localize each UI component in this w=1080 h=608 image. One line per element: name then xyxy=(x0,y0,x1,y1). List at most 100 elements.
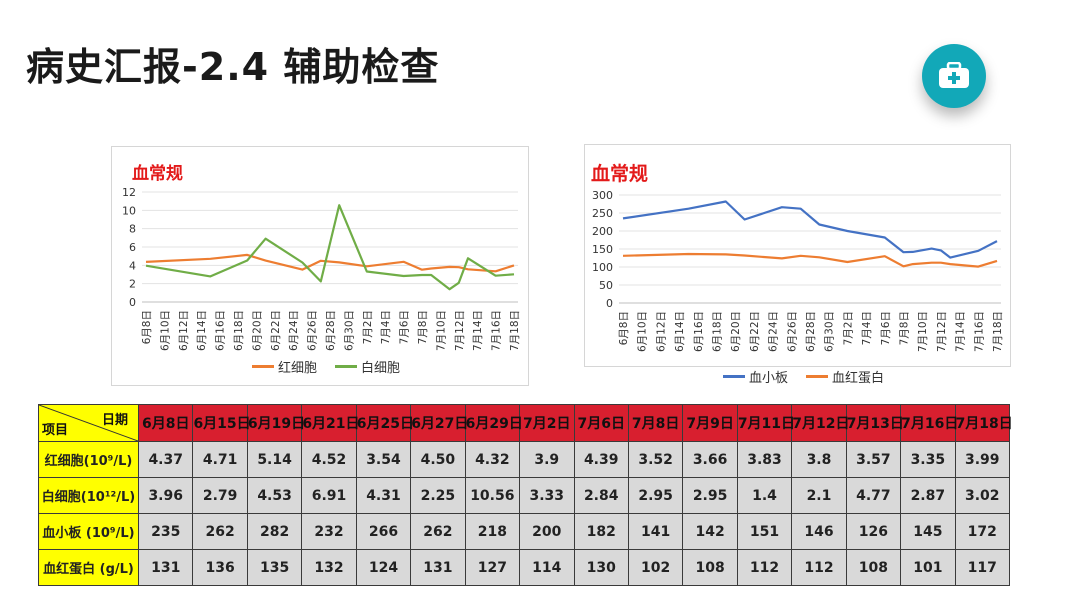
legend-label: 血红蛋白 xyxy=(832,371,885,386)
table-header-date: 6月29日 xyxy=(464,404,523,442)
x-tick-label: 6月16日 xyxy=(693,311,705,352)
x-tick-label: 7月10日 xyxy=(435,310,447,351)
x-tick-label: 7月8日 xyxy=(417,310,429,344)
corner-item-label: 项目 xyxy=(42,423,69,438)
x-tick-label: 7月16日 xyxy=(973,311,985,352)
lab-results-table: 日期 项目 6月8日 6月15日 6月19日 6月21日 6月25日 6月27日 6月29日… xyxy=(38,404,1013,586)
table-header-date: 7月16日 xyxy=(900,404,958,442)
table-cell: 127 xyxy=(464,549,521,586)
table-header-date: 7月11日 xyxy=(736,404,795,442)
table-cell: 4.39 xyxy=(573,441,629,478)
legend-item: 血小板 xyxy=(723,367,788,386)
x-tick-label: 6月12日 xyxy=(655,311,667,352)
table-cell: 172 xyxy=(954,513,1011,550)
table-header-date: 7月12日 xyxy=(791,404,849,442)
x-tick-label: 6月10日 xyxy=(637,311,649,352)
x-tick-label: 6月14日 xyxy=(196,310,208,351)
y-tick-label: 300 xyxy=(592,189,613,202)
table-cell: 235 xyxy=(137,513,194,550)
medical-kit-icon xyxy=(939,62,969,88)
table-cell: 282 xyxy=(246,513,303,550)
table-cell: 136 xyxy=(192,549,248,586)
table-cell: 151 xyxy=(736,513,793,550)
y-tick-label: 200 xyxy=(592,225,613,238)
table-cell: 3.83 xyxy=(736,441,793,478)
legend-item: 红细胞 xyxy=(252,357,317,376)
table-row: 血红蛋白 (g/L) 131 136 135 132 124 131 127 114 130 102… xyxy=(38,549,1011,586)
table-cell: 141 xyxy=(627,513,684,550)
table-cell: 4.32 xyxy=(464,441,521,478)
y-tick-label: 4 xyxy=(129,259,136,272)
table-cell: 108 xyxy=(845,549,902,586)
table-corner-cell: 日期 项目 xyxy=(38,404,139,442)
y-tick-label: 8 xyxy=(129,223,136,236)
table-cell: 112 xyxy=(736,549,793,586)
x-tick-label: 6月24日 xyxy=(768,311,780,352)
x-tick-label: 7月14日 xyxy=(955,311,967,352)
x-tick-label: 6月18日 xyxy=(712,311,724,352)
table-cell: 6.91 xyxy=(301,477,357,514)
table-cell: 4.71 xyxy=(192,441,248,478)
table-header-date: 7月6日 xyxy=(573,404,629,442)
table-cell: 146 xyxy=(791,513,847,550)
x-tick-label: 7月10日 xyxy=(917,311,929,352)
table-header-date: 6月15日 xyxy=(192,404,251,442)
x-tick-label: 7月4日 xyxy=(861,311,873,345)
table-cell: 114 xyxy=(519,549,575,586)
x-tick-label: 7月2日 xyxy=(362,310,374,344)
table-cell: 131 xyxy=(410,549,466,586)
table-row-label: 血小板 (10⁹/L) xyxy=(38,513,139,550)
table-cell: 2.1 xyxy=(791,477,847,514)
x-tick-label: 7月8日 xyxy=(899,311,911,345)
chart-title: 血常规 xyxy=(591,163,649,185)
table-cell: 4.77 xyxy=(845,477,902,514)
x-tick-label: 7月16日 xyxy=(491,310,503,351)
table-cell: 145 xyxy=(900,513,956,550)
table-cell: 3.8 xyxy=(791,441,847,478)
table-cell: 262 xyxy=(192,513,248,550)
table-row-label: 白细胞(10¹²/L) xyxy=(38,477,139,514)
y-tick-label: 6 xyxy=(129,241,136,254)
legend-label: 白细胞 xyxy=(361,361,401,376)
table-cell: 2.25 xyxy=(410,477,466,514)
x-tick-label: 6月24日 xyxy=(288,310,300,351)
y-tick-label: 10 xyxy=(122,204,136,217)
table-cell: 135 xyxy=(246,549,303,586)
table-cell: 124 xyxy=(355,549,412,586)
x-tick-label: 6月26日 xyxy=(307,310,319,351)
table-cell: 2.87 xyxy=(900,477,956,514)
table-cell: 3.66 xyxy=(682,441,738,478)
table-header-date: 6月27日 xyxy=(410,404,468,442)
table-cell: 101 xyxy=(900,549,956,586)
x-tick-label: 6月12日 xyxy=(178,310,190,351)
table-cell: 10.56 xyxy=(464,477,521,514)
table-cell: 266 xyxy=(355,513,412,550)
x-tick-label: 6月14日 xyxy=(674,311,686,352)
chart-plot: 0 50 100 150 200 250 300 6月8日 6月10日 6月12日 6月14日 6月1… xyxy=(592,189,1004,352)
legend-item: 白细胞 xyxy=(335,357,400,376)
table-cell: 112 xyxy=(791,549,847,586)
x-tick-label: 7月2日 xyxy=(842,311,854,345)
y-tick-label: 100 xyxy=(592,261,613,274)
x-tick-label: 6月10日 xyxy=(159,310,171,351)
legend-swatch xyxy=(252,365,274,368)
x-tick-label: 6月30日 xyxy=(343,310,355,351)
table-header-date: 7月9日 xyxy=(682,404,738,442)
table-cell: 3.99 xyxy=(954,441,1011,478)
table-cell: 2.84 xyxy=(573,477,629,514)
medical-kit-button[interactable] xyxy=(922,44,986,108)
table-header-date: 6月21日 xyxy=(301,404,360,442)
table-cell: 3.9 xyxy=(519,441,575,478)
table-cell: 126 xyxy=(845,513,902,550)
x-tick-label: 7月12日 xyxy=(454,310,466,351)
table-cell: 2.95 xyxy=(627,477,684,514)
table-cell: 218 xyxy=(464,513,521,550)
table-header-date: 7月13日 xyxy=(845,404,904,442)
y-tick-label: 2 xyxy=(129,278,136,291)
table-cell: 2.95 xyxy=(682,477,738,514)
table-cell: 3.02 xyxy=(954,477,1011,514)
table-cell: 4.52 xyxy=(301,441,357,478)
legend-swatch xyxy=(335,365,358,368)
table-row-label: 红细胞(10⁹/L) xyxy=(38,441,139,478)
y-tick-label: 0 xyxy=(129,296,136,309)
